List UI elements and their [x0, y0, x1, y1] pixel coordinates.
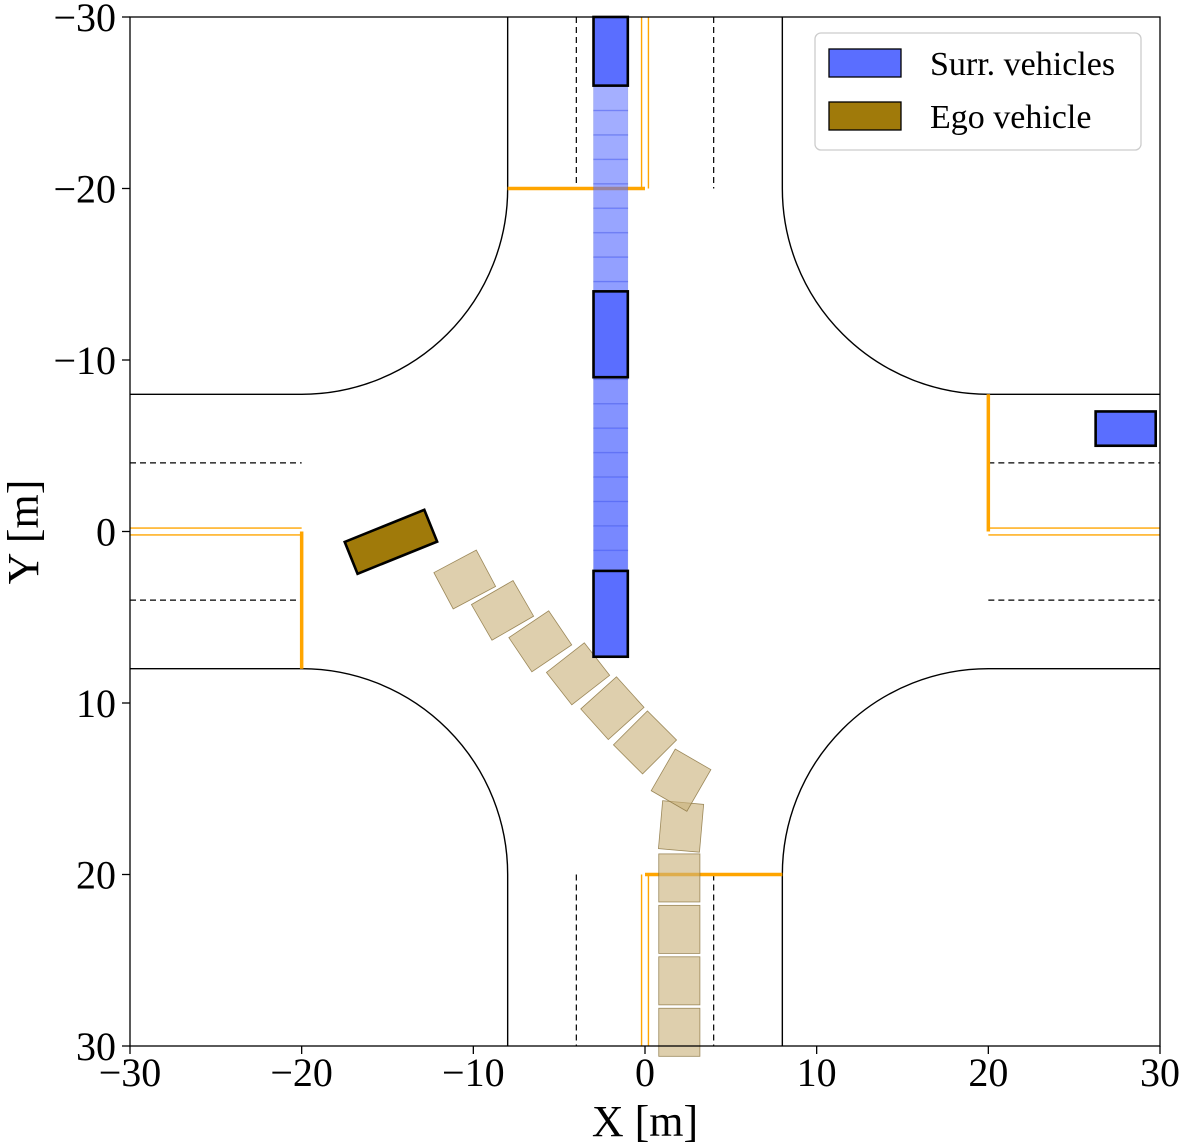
- ego-vehicle: [343, 508, 439, 576]
- curb-bottom-right: [781, 668, 1160, 1046]
- surr-trail-segment: [593, 476, 629, 503]
- x-tick-label-0: −30: [99, 1050, 162, 1095]
- surr-trail-segment: [593, 451, 629, 478]
- x-tick-label-4: 10: [797, 1050, 837, 1095]
- ego-trajectory-pose-2: [658, 904, 701, 954]
- ego-trajectory-pose-8: [545, 642, 611, 706]
- ego-trajectory-pose-10: [470, 580, 535, 641]
- x-tick-label-2: −10: [442, 1050, 505, 1095]
- y-tick-label-4: 10: [76, 681, 116, 726]
- y-tick-label-3: 0: [96, 510, 116, 555]
- y-axis-label: Y [m]: [0, 480, 48, 585]
- x-axis-label: X [m]: [592, 1097, 698, 1146]
- ego-trajectory-pose-1: [658, 956, 701, 1006]
- legend-label-ego: Ego vehicle: [930, 99, 1091, 136]
- x-tick-label-3: 0: [635, 1050, 655, 1095]
- surr-trail-segment: [593, 134, 629, 161]
- surr-trail-segment: [593, 525, 629, 552]
- trajectory-layer: [433, 85, 712, 1057]
- surr-trail-segment: [593, 231, 629, 258]
- y-tick-label-0: −30: [53, 0, 116, 40]
- ego-trajectory-pose-9: [508, 610, 573, 673]
- x-tick-label-5: 20: [968, 1050, 1008, 1095]
- curb-bottom-left: [130, 668, 509, 1046]
- surrounding-vehicle-3: [1094, 410, 1158, 448]
- x-tick-label-1: −20: [270, 1050, 333, 1095]
- surr-trail-segment: [593, 109, 629, 136]
- surr-trail-segment: [593, 85, 629, 112]
- ego-trajectory-pose-11: [433, 549, 497, 610]
- y-tick-label-6: 30: [76, 1024, 116, 1069]
- road-layer: [130, 17, 1160, 1046]
- ego-trajectory-pose-6: [612, 710, 678, 775]
- x-tick-label-6: 30: [1140, 1050, 1180, 1095]
- surrounding-vehicle-2: [592, 569, 630, 659]
- legend-swatch-surr: [828, 48, 902, 78]
- surr-trail-segment: [593, 183, 629, 210]
- ego-trajectory-pose-0: [658, 1007, 701, 1057]
- ego-trajectory-pose-5: [650, 748, 712, 812]
- ego-trajectory-pose-7: [580, 676, 645, 741]
- surr-trail-segment: [593, 378, 629, 405]
- legend-swatch-ego: [828, 101, 902, 131]
- surr-trail-segment: [593, 427, 629, 454]
- surr-trail-segment: [593, 158, 629, 185]
- vehicle-layer: [343, 15, 1158, 659]
- surr-trail-segment: [593, 207, 629, 234]
- surr-trail-segment: [593, 256, 629, 283]
- curb-top-left: [130, 17, 509, 395]
- y-tick-label-5: 20: [76, 853, 116, 898]
- legend: Surr. vehicles Ego vehicle: [814, 32, 1142, 151]
- surrounding-vehicle-0: [592, 15, 630, 87]
- legend-label-surr: Surr. vehicles: [930, 46, 1115, 83]
- ego-trajectory-pose-4: [658, 800, 705, 853]
- curb-top-right: [781, 17, 1160, 395]
- y-tick-label-1: −20: [53, 167, 116, 212]
- surr-trail-segment: [593, 403, 629, 430]
- surrounding-vehicle-1: [592, 290, 630, 379]
- ego-trajectory-pose-3: [658, 853, 701, 903]
- y-tick-label-2: −10: [53, 338, 116, 383]
- surr-trail-segment: [593, 500, 629, 527]
